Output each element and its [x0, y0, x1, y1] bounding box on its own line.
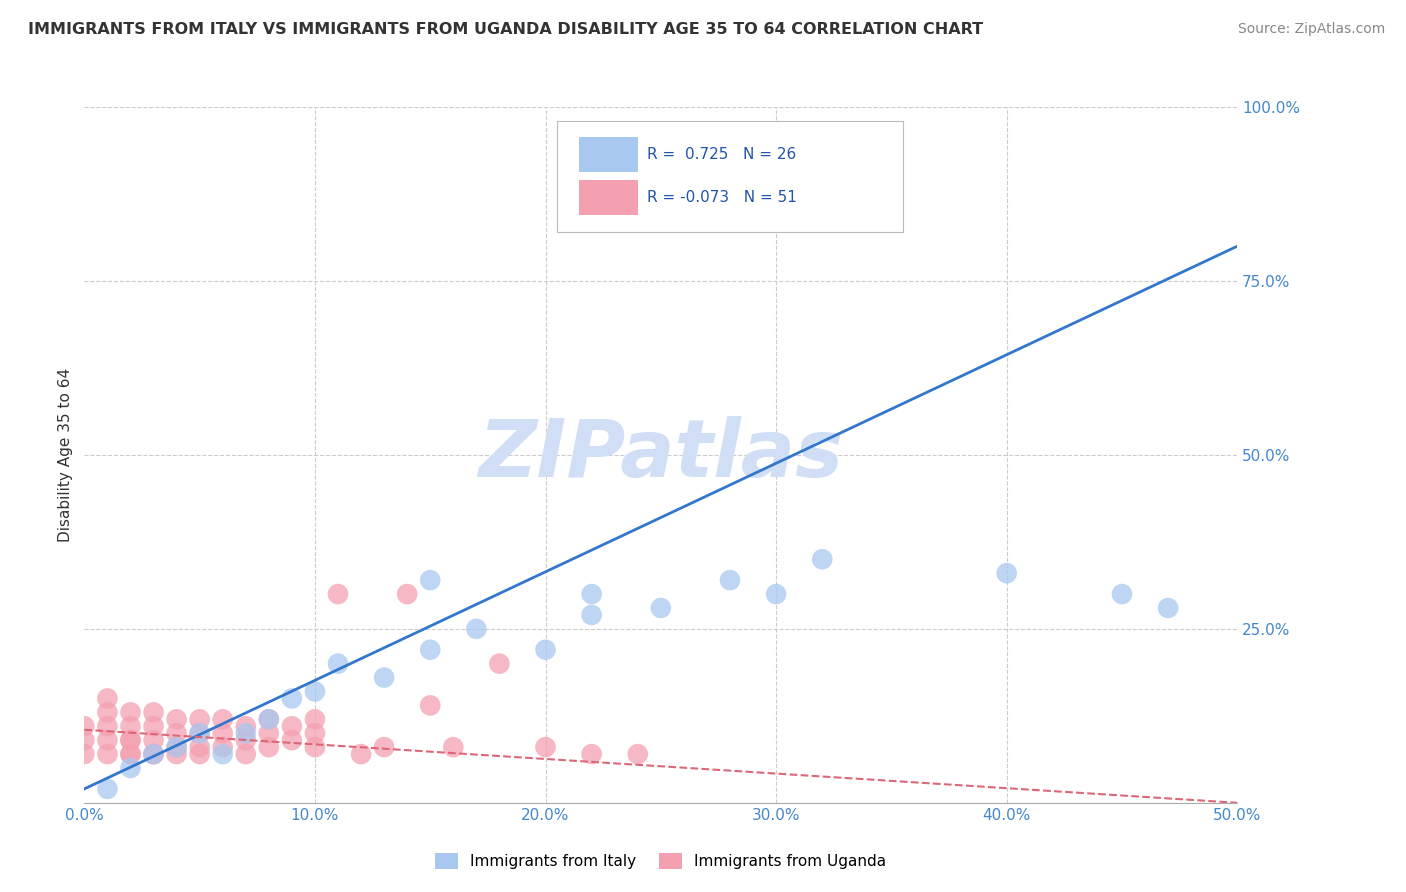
Point: [96, 733, 118, 747]
Point: [304, 712, 326, 726]
Point: [142, 747, 165, 761]
FancyBboxPatch shape: [579, 180, 638, 215]
Point: [281, 733, 304, 747]
Point: [581, 587, 603, 601]
Point: [73, 733, 96, 747]
Point: [142, 706, 165, 720]
Point: [142, 733, 165, 747]
Point: [326, 657, 349, 671]
Point: [166, 747, 188, 761]
Point: [188, 726, 211, 740]
Point: [396, 587, 419, 601]
Point: [211, 747, 233, 761]
Point: [419, 698, 441, 713]
FancyBboxPatch shape: [579, 136, 638, 172]
Point: [350, 747, 373, 761]
Point: [235, 747, 257, 761]
Point: [718, 573, 741, 587]
Point: [765, 587, 787, 601]
Text: Source: ZipAtlas.com: Source: ZipAtlas.com: [1237, 22, 1385, 37]
Point: [1111, 587, 1133, 601]
Point: [235, 726, 257, 740]
Point: [326, 587, 349, 601]
Point: [419, 573, 441, 587]
Point: [257, 726, 280, 740]
Point: [142, 719, 165, 733]
Point: [96, 691, 118, 706]
Point: [581, 747, 603, 761]
Point: [188, 747, 211, 761]
Point: [120, 733, 142, 747]
Point: [257, 712, 280, 726]
Point: [581, 607, 603, 622]
Point: [441, 740, 464, 755]
Text: R =  0.725   N = 26: R = 0.725 N = 26: [647, 147, 796, 161]
Point: [96, 747, 118, 761]
Text: R = -0.073   N = 51: R = -0.073 N = 51: [647, 190, 797, 205]
Point: [281, 719, 304, 733]
Point: [304, 740, 326, 755]
Point: [211, 740, 233, 755]
Point: [96, 719, 118, 733]
Point: [650, 601, 672, 615]
Point: [166, 712, 188, 726]
Point: [811, 552, 834, 566]
Point: [142, 747, 165, 761]
Point: [627, 747, 650, 761]
Point: [188, 740, 211, 755]
Point: [166, 740, 188, 755]
Point: [211, 712, 233, 726]
FancyBboxPatch shape: [557, 121, 903, 232]
Point: [304, 684, 326, 698]
Point: [465, 622, 488, 636]
Point: [120, 747, 142, 761]
Point: [235, 733, 257, 747]
Legend: Immigrants from Italy, Immigrants from Uganda: Immigrants from Italy, Immigrants from U…: [429, 847, 893, 875]
Point: [142, 747, 165, 761]
Point: [188, 712, 211, 726]
Point: [1157, 601, 1180, 615]
Text: IMMIGRANTS FROM ITALY VS IMMIGRANTS FROM UGANDA DISABILITY AGE 35 TO 64 CORRELAT: IMMIGRANTS FROM ITALY VS IMMIGRANTS FROM…: [28, 22, 983, 37]
Point: [488, 657, 510, 671]
Point: [304, 726, 326, 740]
Point: [96, 706, 118, 720]
Point: [120, 706, 142, 720]
Point: [120, 747, 142, 761]
Point: [534, 740, 557, 755]
Point: [73, 719, 96, 733]
Point: [534, 642, 557, 657]
Y-axis label: Disability Age 35 to 64: Disability Age 35 to 64: [58, 368, 73, 542]
Point: [995, 566, 1018, 581]
Point: [166, 740, 188, 755]
Point: [257, 740, 280, 755]
Point: [281, 691, 304, 706]
Point: [188, 726, 211, 740]
Point: [120, 761, 142, 775]
Point: [373, 671, 395, 685]
Point: [166, 726, 188, 740]
Point: [96, 781, 118, 796]
Point: [211, 726, 233, 740]
Point: [257, 712, 280, 726]
Point: [373, 740, 395, 755]
Point: [120, 733, 142, 747]
Point: [120, 719, 142, 733]
Point: [73, 747, 96, 761]
Text: ZIPatlas: ZIPatlas: [478, 416, 844, 494]
Point: [419, 642, 441, 657]
Point: [235, 719, 257, 733]
